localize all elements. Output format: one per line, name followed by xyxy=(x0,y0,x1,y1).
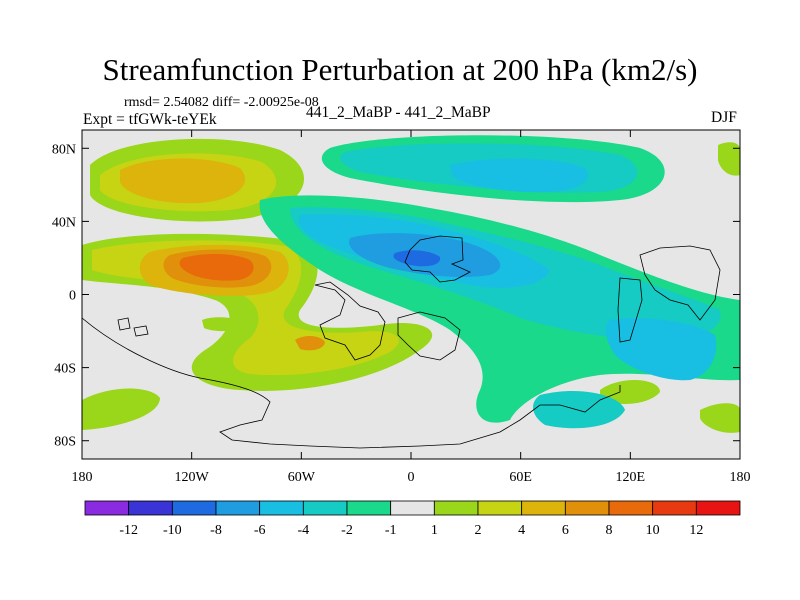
x-tick-label-3: 0 xyxy=(408,470,415,485)
colorbar-label-0: -12 xyxy=(119,523,138,538)
colorbar-label-11: 8 xyxy=(606,523,613,538)
comparison-label: 441_2_MaBP - 441_2_MaBP xyxy=(306,104,491,121)
coast-asia xyxy=(639,245,721,321)
contour-pos-4 xyxy=(202,317,245,332)
colorbar-swatch-12 xyxy=(608,500,654,516)
colorbar-swatch-5 xyxy=(302,500,348,516)
colorbar-label-7: 1 xyxy=(431,523,438,538)
coast-antarctica xyxy=(82,317,621,449)
colorbar-label-10: 6 xyxy=(562,523,569,538)
colorbar-swatch-9 xyxy=(477,500,523,516)
colorbar-swatch-3 xyxy=(215,500,261,516)
colorbar-label-12: 10 xyxy=(646,523,660,538)
colorbar-label-8: 2 xyxy=(475,523,482,538)
contour-pos-6 xyxy=(718,142,740,176)
colorbar-swatch-14 xyxy=(695,500,741,516)
contour-pos-5 xyxy=(600,380,660,404)
colorbar-label-4: -4 xyxy=(297,523,309,538)
coast-africa xyxy=(397,311,461,361)
y-tick-label-4: 80S xyxy=(54,435,76,450)
coastlines xyxy=(82,235,721,449)
y-tick-label-1: 40N xyxy=(52,215,76,230)
x-tick-label-0: 180 xyxy=(72,470,93,485)
colorbar-label-1: -10 xyxy=(163,523,182,538)
x-tick-label-5: 120E xyxy=(616,470,646,485)
contour-pos-1c xyxy=(120,158,246,204)
colorbar-swatch-11 xyxy=(564,500,610,516)
y-tick-label-2: 0 xyxy=(69,289,76,304)
experiment-label: Expt = tfGWk-teYEk xyxy=(83,111,217,128)
season-label: DJF xyxy=(711,109,737,126)
colorbar-swatch-2 xyxy=(171,500,217,516)
stats-text: rmsd= 2.54082 diff= -2.00925e-08 xyxy=(124,95,319,110)
colorbar-label-3: -6 xyxy=(254,523,266,538)
colorbar-swatch-0 xyxy=(84,500,130,516)
coast-central xyxy=(117,317,131,331)
y-tick-label-3: 40S xyxy=(54,362,76,377)
axes: 180 120W 60W 0 60E 120E 180 80N 40N 0 40S 80S xyxy=(52,130,751,485)
colorbar-swatch-1 xyxy=(128,500,173,516)
contour-pos-8 xyxy=(700,403,740,433)
contour-neg-2f xyxy=(605,318,717,381)
chart-title: Streamfunction Perturbation at 200 hPa (… xyxy=(102,52,698,87)
colorbar-label-9: 4 xyxy=(518,523,525,538)
x-tick-label-6: 180 xyxy=(730,470,751,485)
colorbar-label-13: 12 xyxy=(689,523,703,538)
contour-pos-3 xyxy=(82,388,160,430)
colorbar-swatch-13 xyxy=(652,500,697,516)
colorbar-swatch-10 xyxy=(521,500,566,516)
coast-australia xyxy=(617,277,643,343)
colorbar-swatch-8 xyxy=(433,500,479,516)
x-tick-label-4: 60E xyxy=(509,470,532,485)
coast-central2 xyxy=(133,325,149,337)
colorbar: -12 -10 -8 -6 -4 -2 -1 1 2 4 6 8 10 12 xyxy=(84,500,741,538)
colorbar-swatch-4 xyxy=(259,500,304,516)
colorbar-label-2: -8 xyxy=(210,523,222,538)
x-tick-label-2: 60W xyxy=(288,470,316,485)
coast-samerica xyxy=(314,281,386,361)
coast-namerica xyxy=(404,235,471,283)
contour-neg-3 xyxy=(533,390,625,429)
contour-pos-2f xyxy=(295,336,325,351)
x-tick-label-1: 120W xyxy=(175,470,210,485)
contour-pos-2e xyxy=(179,254,254,281)
colorbar-label-6: -1 xyxy=(385,523,397,538)
colorbar-label-5: -2 xyxy=(341,523,353,538)
contour-neg-1c xyxy=(450,158,589,193)
y-tick-label-0: 80N xyxy=(52,142,76,157)
colorbar-swatch-6 xyxy=(346,500,392,516)
contour-fill-layer xyxy=(82,135,740,433)
colorbar-swatch-7 xyxy=(390,500,435,516)
